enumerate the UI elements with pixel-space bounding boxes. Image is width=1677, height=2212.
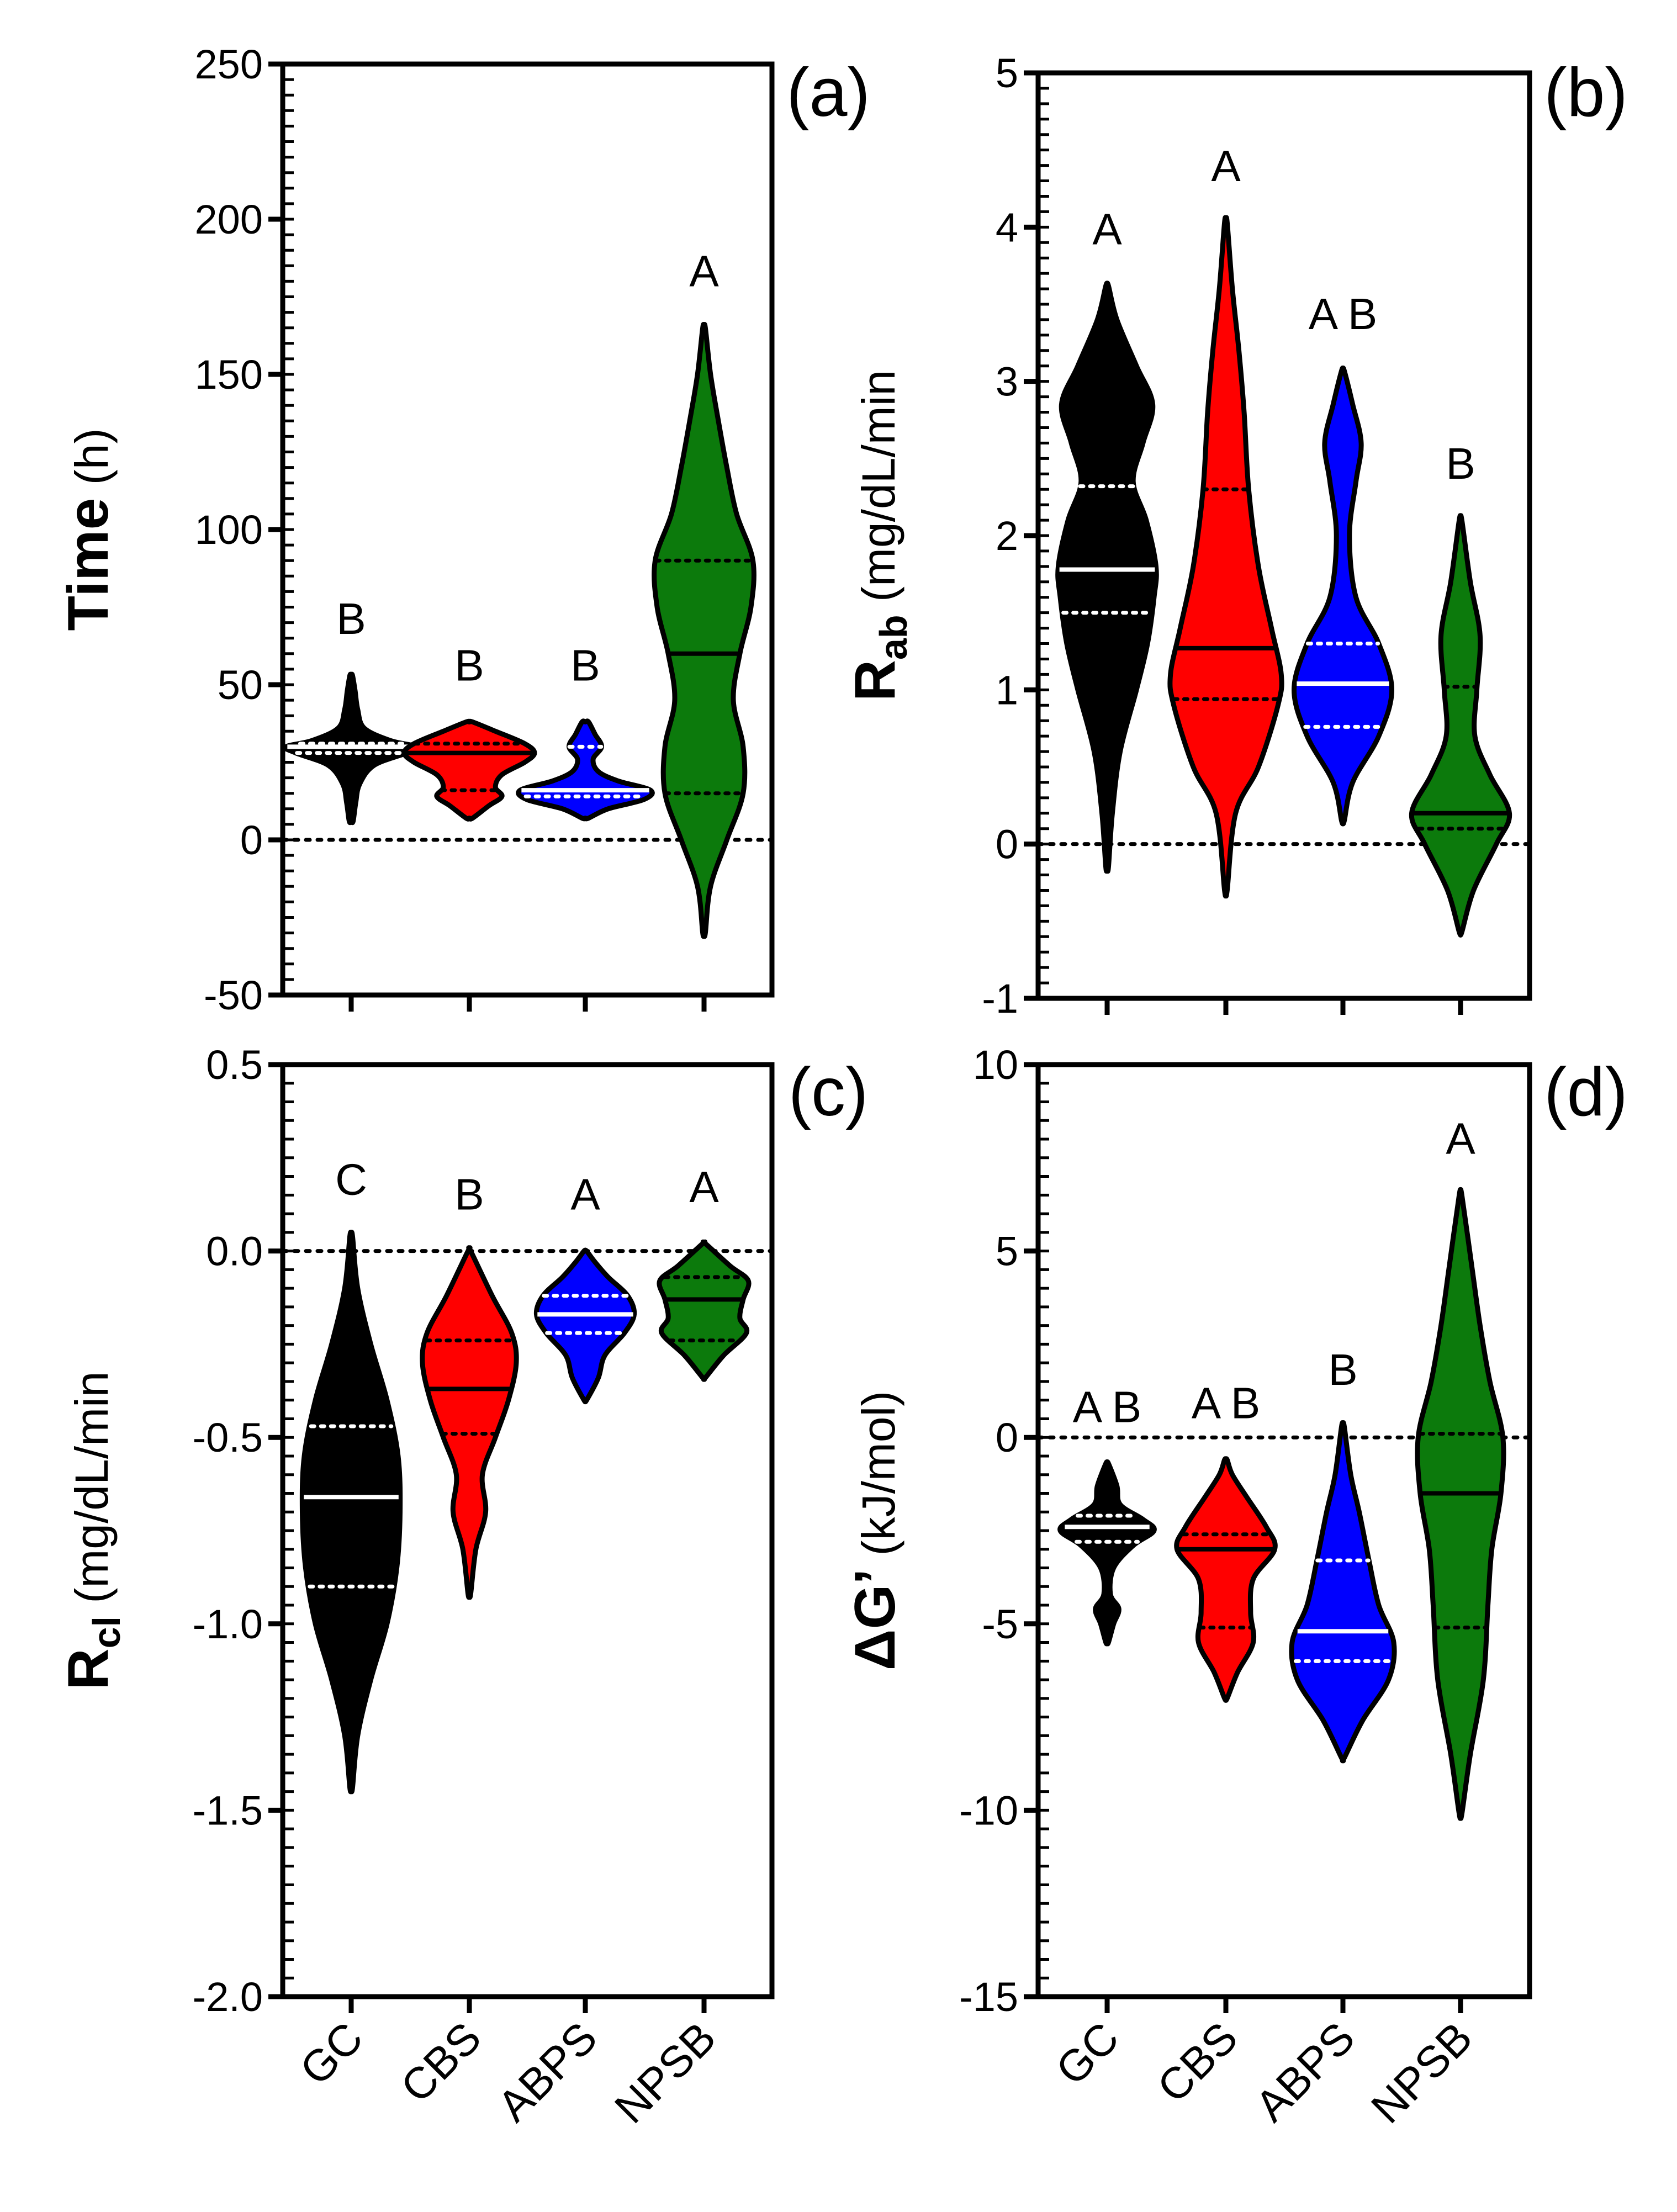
panel-label: (c) xyxy=(789,1054,869,1130)
significance-letter-cbs: A xyxy=(1211,141,1241,190)
panel-label: (b) xyxy=(1544,55,1628,131)
significance-letter-npsb: B xyxy=(1446,439,1475,488)
y-tick-label: 0 xyxy=(996,1415,1018,1460)
violin-npsb xyxy=(1409,513,1512,938)
x-category-label: CBS xyxy=(1148,2013,1247,2112)
y-tick-label: -1 xyxy=(982,976,1018,1022)
violin-abps xyxy=(1292,366,1394,827)
y-tick-label: 5 xyxy=(996,1229,1018,1274)
significance-letter-cbs: B xyxy=(454,1170,484,1219)
significance-letter-npsb: A xyxy=(689,1162,719,1211)
panel-label: (d) xyxy=(1544,1054,1628,1130)
y-tick-label: 0.0 xyxy=(206,1229,263,1274)
y-tick-label: -50 xyxy=(204,972,263,1018)
significance-letter-gc: A B xyxy=(1073,1382,1142,1431)
panel-a: 250 200 150 100 50 0 -50 B B B A (a) Time (h) xyxy=(56,41,870,1018)
y-tick-label: 0 xyxy=(996,822,1018,867)
violin-cbs xyxy=(401,718,537,822)
significance-letter-cbs: B xyxy=(454,641,484,690)
violin-npsb xyxy=(657,1239,752,1382)
violin-cbs xyxy=(1167,215,1284,899)
violin-gc xyxy=(1055,281,1159,874)
y-tick-label: 50 xyxy=(218,662,263,708)
significance-letter-npsb: A xyxy=(689,247,719,296)
violin-abps xyxy=(1289,1420,1397,1764)
significance-letter-abps: A B xyxy=(1309,289,1378,338)
violin-npsb xyxy=(1415,1187,1506,1821)
y-axis-label: Rab (mg/dL/min xyxy=(843,370,915,701)
violin-npsb xyxy=(652,322,756,939)
violin-gc xyxy=(299,1230,403,1795)
y-tick-label: -2.0 xyxy=(192,1974,263,2020)
violin-abps xyxy=(533,1247,637,1405)
violin-abps xyxy=(516,718,655,822)
y-tick-label: 200 xyxy=(195,197,263,242)
y-tick-label: -1.0 xyxy=(192,1601,263,1647)
significance-letter-gc: C xyxy=(335,1155,367,1204)
y-tick-label: -0.5 xyxy=(192,1415,263,1460)
x-category-label: GC xyxy=(1046,2013,1128,2094)
x-category-label: GC xyxy=(290,2013,372,2094)
x-category-label: ABPS xyxy=(488,2013,606,2131)
panel-label: (a) xyxy=(786,55,870,131)
y-tick-label: 0 xyxy=(240,817,263,863)
y-tick-label: 100 xyxy=(195,507,263,553)
significance-letter-gc: A xyxy=(1092,204,1122,253)
y-axis-label: Time (h) xyxy=(56,428,120,631)
y-tick-label: 150 xyxy=(195,352,263,398)
significance-letter-cbs: A B xyxy=(1192,1379,1261,1428)
y-tick-label: -5 xyxy=(982,1601,1018,1647)
y-tick-label: 1 xyxy=(996,667,1018,713)
significance-letter-abps: B xyxy=(570,641,600,690)
y-tick-label: 2 xyxy=(996,513,1018,559)
y-tick-label: 3 xyxy=(996,359,1018,405)
violin-gc xyxy=(1057,1459,1157,1647)
y-tick-label: -1.5 xyxy=(192,1787,263,1833)
significance-letter-abps: B xyxy=(1328,1345,1357,1394)
x-category-label: ABPS xyxy=(1246,2013,1364,2131)
panel-b: 5 4 3 2 1 0 -1 A A A B B (b) Rab (mg/dL/min xyxy=(843,50,1628,1022)
y-tick-label: 10 xyxy=(973,1042,1018,1088)
x-category-label: NPSB xyxy=(605,2013,725,2132)
significance-letter-gc: B xyxy=(336,594,366,643)
x-category-label: NPSB xyxy=(1362,2013,1482,2132)
y-tick-label: -10 xyxy=(959,1787,1018,1833)
violin-cbs xyxy=(1174,1456,1278,1703)
significance-letter-abps: A xyxy=(570,1170,600,1219)
y-tick-label: -15 xyxy=(959,1974,1018,2020)
y-axis-label: Rcl (mg/dL/min xyxy=(56,1372,128,1690)
y-tick-label: 5 xyxy=(996,50,1018,96)
y-axis-label: ΔG’ (kJ/mol) xyxy=(843,1391,907,1671)
significance-letter-npsb: A xyxy=(1446,1114,1475,1163)
y-tick-label: 250 xyxy=(195,41,263,87)
violin-cbs xyxy=(420,1245,519,1600)
y-tick-label: 0.5 xyxy=(206,1042,263,1088)
x-category-label: CBS xyxy=(392,2013,490,2112)
y-tick-label: 4 xyxy=(996,204,1018,250)
